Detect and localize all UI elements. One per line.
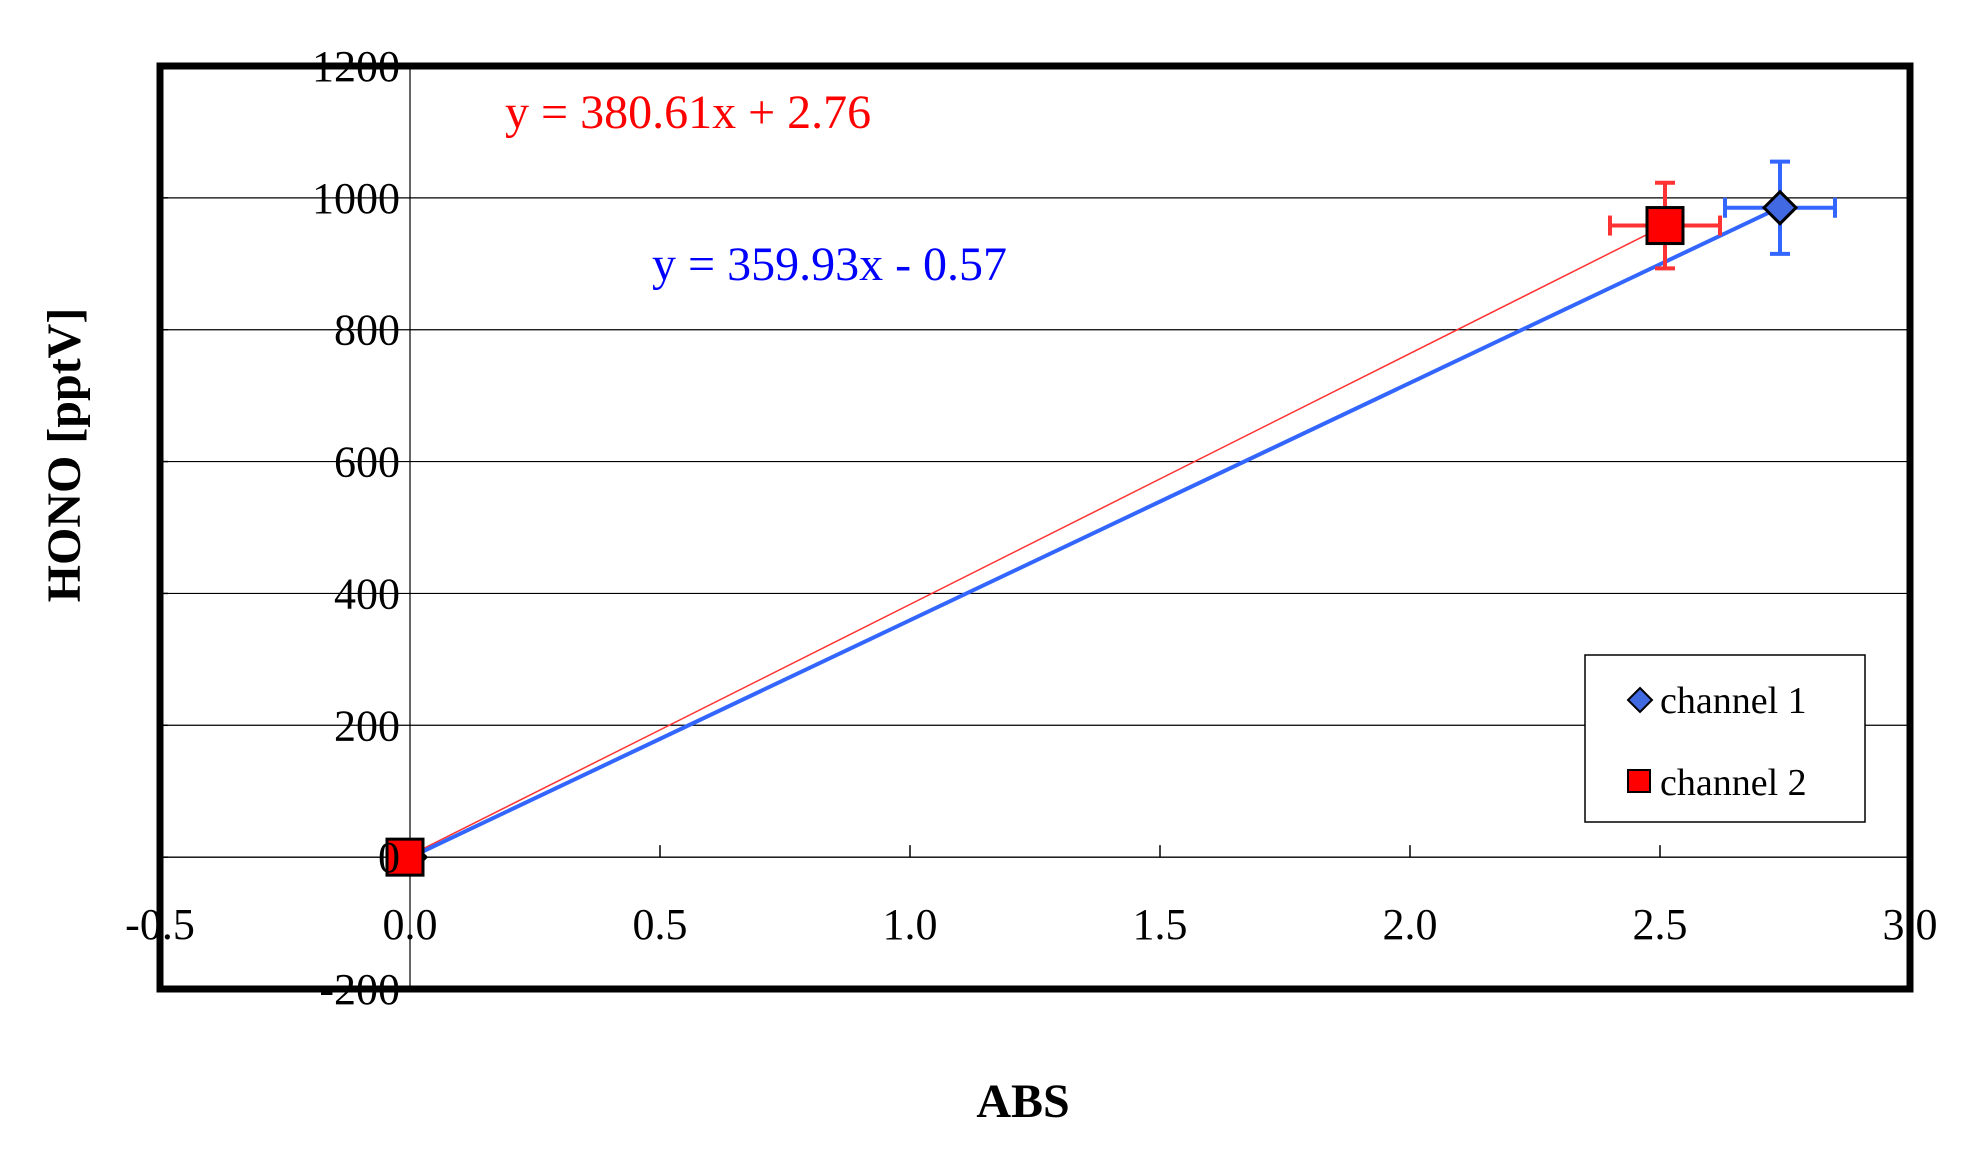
x-axis-title: ABS xyxy=(976,1075,1069,1128)
trendline-channel-2 xyxy=(404,224,1666,859)
y-tick-label: 0 xyxy=(378,833,400,882)
trendline-equation-channel-2: y = 380.61x + 2.76 xyxy=(505,86,871,139)
y-tick-label: 800 xyxy=(334,306,400,355)
data-points xyxy=(385,189,1799,877)
legend-label-channel-2: channel 2 xyxy=(1660,762,1807,804)
y-tick-label: 200 xyxy=(334,701,400,750)
x-tick-label: 2.0 xyxy=(1383,900,1438,949)
x-tick-label: 1.0 xyxy=(883,900,938,949)
plot-frame xyxy=(156,62,1914,993)
legend-item-channel-1: channel 1 xyxy=(1626,680,1807,722)
y-tick-label: 600 xyxy=(334,438,400,487)
x-tick-label: 0.0 xyxy=(383,900,438,949)
y-tick-label: 400 xyxy=(334,569,400,618)
legend: channel 1 channel 2 xyxy=(1584,654,1866,823)
legend-diamond-marker xyxy=(1626,686,1654,714)
legend-item-channel-2: channel 2 xyxy=(1627,762,1807,804)
x-tick-label: 0.5 xyxy=(633,900,688,949)
legend-square-marker xyxy=(1627,769,1651,793)
data-point-channel-2 xyxy=(385,837,425,877)
y-axis-title: HONO [pptV] xyxy=(38,308,91,603)
data-point-channel-1 xyxy=(1761,189,1799,226)
data-point-channel-2 xyxy=(1645,206,1685,246)
trendlines xyxy=(404,205,1781,860)
error-bars xyxy=(1608,159,1837,271)
trendline-equation-channel-1: y = 359.93x - 0.57 xyxy=(652,238,1007,291)
legend-label-channel-1: channel 1 xyxy=(1660,680,1807,722)
y-tick-label: 1000 xyxy=(312,174,400,223)
legend-box xyxy=(1584,654,1866,823)
x-tick-label: 2.5 xyxy=(1633,900,1688,949)
trendline-channel-1 xyxy=(409,205,1781,860)
x-tick-label: 1.5 xyxy=(1133,900,1188,949)
